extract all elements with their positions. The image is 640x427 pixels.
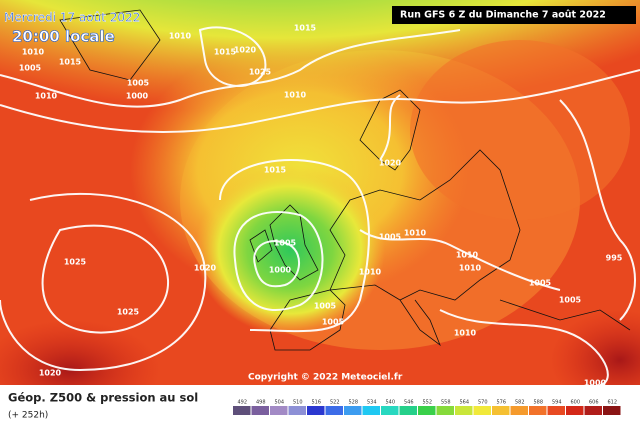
legend-value: 534 <box>367 400 377 406</box>
legend-swatch <box>510 406 528 415</box>
isobar-label: 1010 <box>404 229 427 238</box>
legend-value: 492 <box>237 400 247 406</box>
legend-swatch <box>362 406 380 415</box>
isobar-label: 1020 <box>194 264 217 273</box>
legend-value: 498 <box>256 400 266 406</box>
isobar-label: 1005 <box>559 296 582 305</box>
legend-value: 528 <box>348 400 358 406</box>
legend-swatch <box>603 406 621 415</box>
legend-swatch <box>270 406 288 415</box>
isobar-label: 1025 <box>64 258 87 267</box>
legend-value: 564 <box>459 400 469 406</box>
run-box <box>392 6 636 24</box>
isobar-label: 1005 <box>274 239 297 248</box>
isobar-label: 1015 <box>294 24 317 33</box>
coastlines <box>59 9 631 351</box>
legend-swatch <box>547 406 565 415</box>
copyright: Copyright © 2022 Meteociel.fr <box>248 373 403 383</box>
legend-value: 606 <box>589 400 599 406</box>
isobar-label: 1010 <box>459 264 482 273</box>
isobar-label: 1015 <box>214 48 237 57</box>
isobar-labels: 1010100510151010101510201025100510001010… <box>19 24 623 388</box>
legend-swatch <box>288 406 306 415</box>
legend-swatch <box>436 406 454 415</box>
isobar-label: 1010 <box>454 329 477 338</box>
isobar-label: 1010 <box>359 268 382 277</box>
forecast-date: Mercredi 17 août 2022 <box>4 11 140 25</box>
isobar-label: 1005 <box>379 233 402 242</box>
legend-swatch <box>325 406 343 415</box>
legend-value: 594 <box>552 400 562 406</box>
isobar-label: 1010 <box>456 251 479 260</box>
isobar-label: 1010 <box>22 48 45 57</box>
isobar-label: 1000 <box>126 92 149 101</box>
isobar-label: 1010 <box>169 32 192 41</box>
legend-value: 600 <box>570 400 580 406</box>
legend-swatch <box>529 406 547 415</box>
legend-swatch <box>307 406 325 415</box>
legend-swatch <box>566 406 584 415</box>
legend-swatch <box>344 406 362 415</box>
legend-swatch <box>251 406 269 415</box>
isobars <box>0 26 640 386</box>
footer-title: Géop. Z500 & pression au sol <box>8 391 198 405</box>
color-legend: 492 498 504 510 516 522 528 534 540 546 552 558 564 5… <box>233 400 621 415</box>
isobar-label: 1020 <box>379 159 402 168</box>
legend-swatch <box>399 406 417 415</box>
legend-value: 588 <box>533 400 543 406</box>
legend-value: 552 <box>422 400 432 406</box>
isobar-label: 1010 <box>284 91 307 100</box>
legend-swatch <box>584 406 602 415</box>
legend-value: 570 <box>478 400 488 406</box>
isobar-label: 1010 <box>35 92 58 101</box>
isobar-label: 995 <box>606 254 623 263</box>
isobar-label: 1015 <box>59 58 82 67</box>
isobar-label: 1015 <box>264 166 287 175</box>
legend-value: 576 <box>496 400 506 406</box>
legend-swatch <box>381 406 399 415</box>
isobar-label: 1020 <box>39 369 62 378</box>
legend-value: 540 <box>385 400 395 406</box>
legend-value: 582 <box>515 400 525 406</box>
legend-value: 612 <box>607 400 617 406</box>
legend-value: 516 <box>311 400 321 406</box>
isobar-label: 1005 <box>127 79 150 88</box>
isobar-label: 1005 <box>314 302 337 311</box>
run-label: Run GFS 6 Z du Dimanche 7 août 2022 <box>400 10 606 21</box>
isobar-label: 1005 <box>529 279 552 288</box>
legend-value: 546 <box>404 400 414 406</box>
isobar-label: 1000 <box>269 266 292 275</box>
isobar-label: 1025 <box>117 308 140 317</box>
isobar-label: 1020 <box>234 46 257 55</box>
legend-swatch <box>473 406 491 415</box>
legend-swatch <box>233 406 251 415</box>
legend-value: 522 <box>330 400 340 406</box>
legend-swatch <box>418 406 436 415</box>
legend-value: 558 <box>441 400 451 406</box>
isobar-label: 1000 <box>584 379 607 388</box>
legend-swatch <box>455 406 473 415</box>
forecast-time: 20:00 locale <box>12 28 115 46</box>
footer-lead: (+ 252h) <box>8 411 48 421</box>
legend-value: 510 <box>293 400 303 406</box>
legend-swatch <box>492 406 510 415</box>
isobar-label: 1025 <box>249 68 272 77</box>
isobar-label: 1005 <box>19 64 42 73</box>
legend-value: 504 <box>274 400 284 406</box>
isobar-label: 1005 <box>322 318 345 327</box>
